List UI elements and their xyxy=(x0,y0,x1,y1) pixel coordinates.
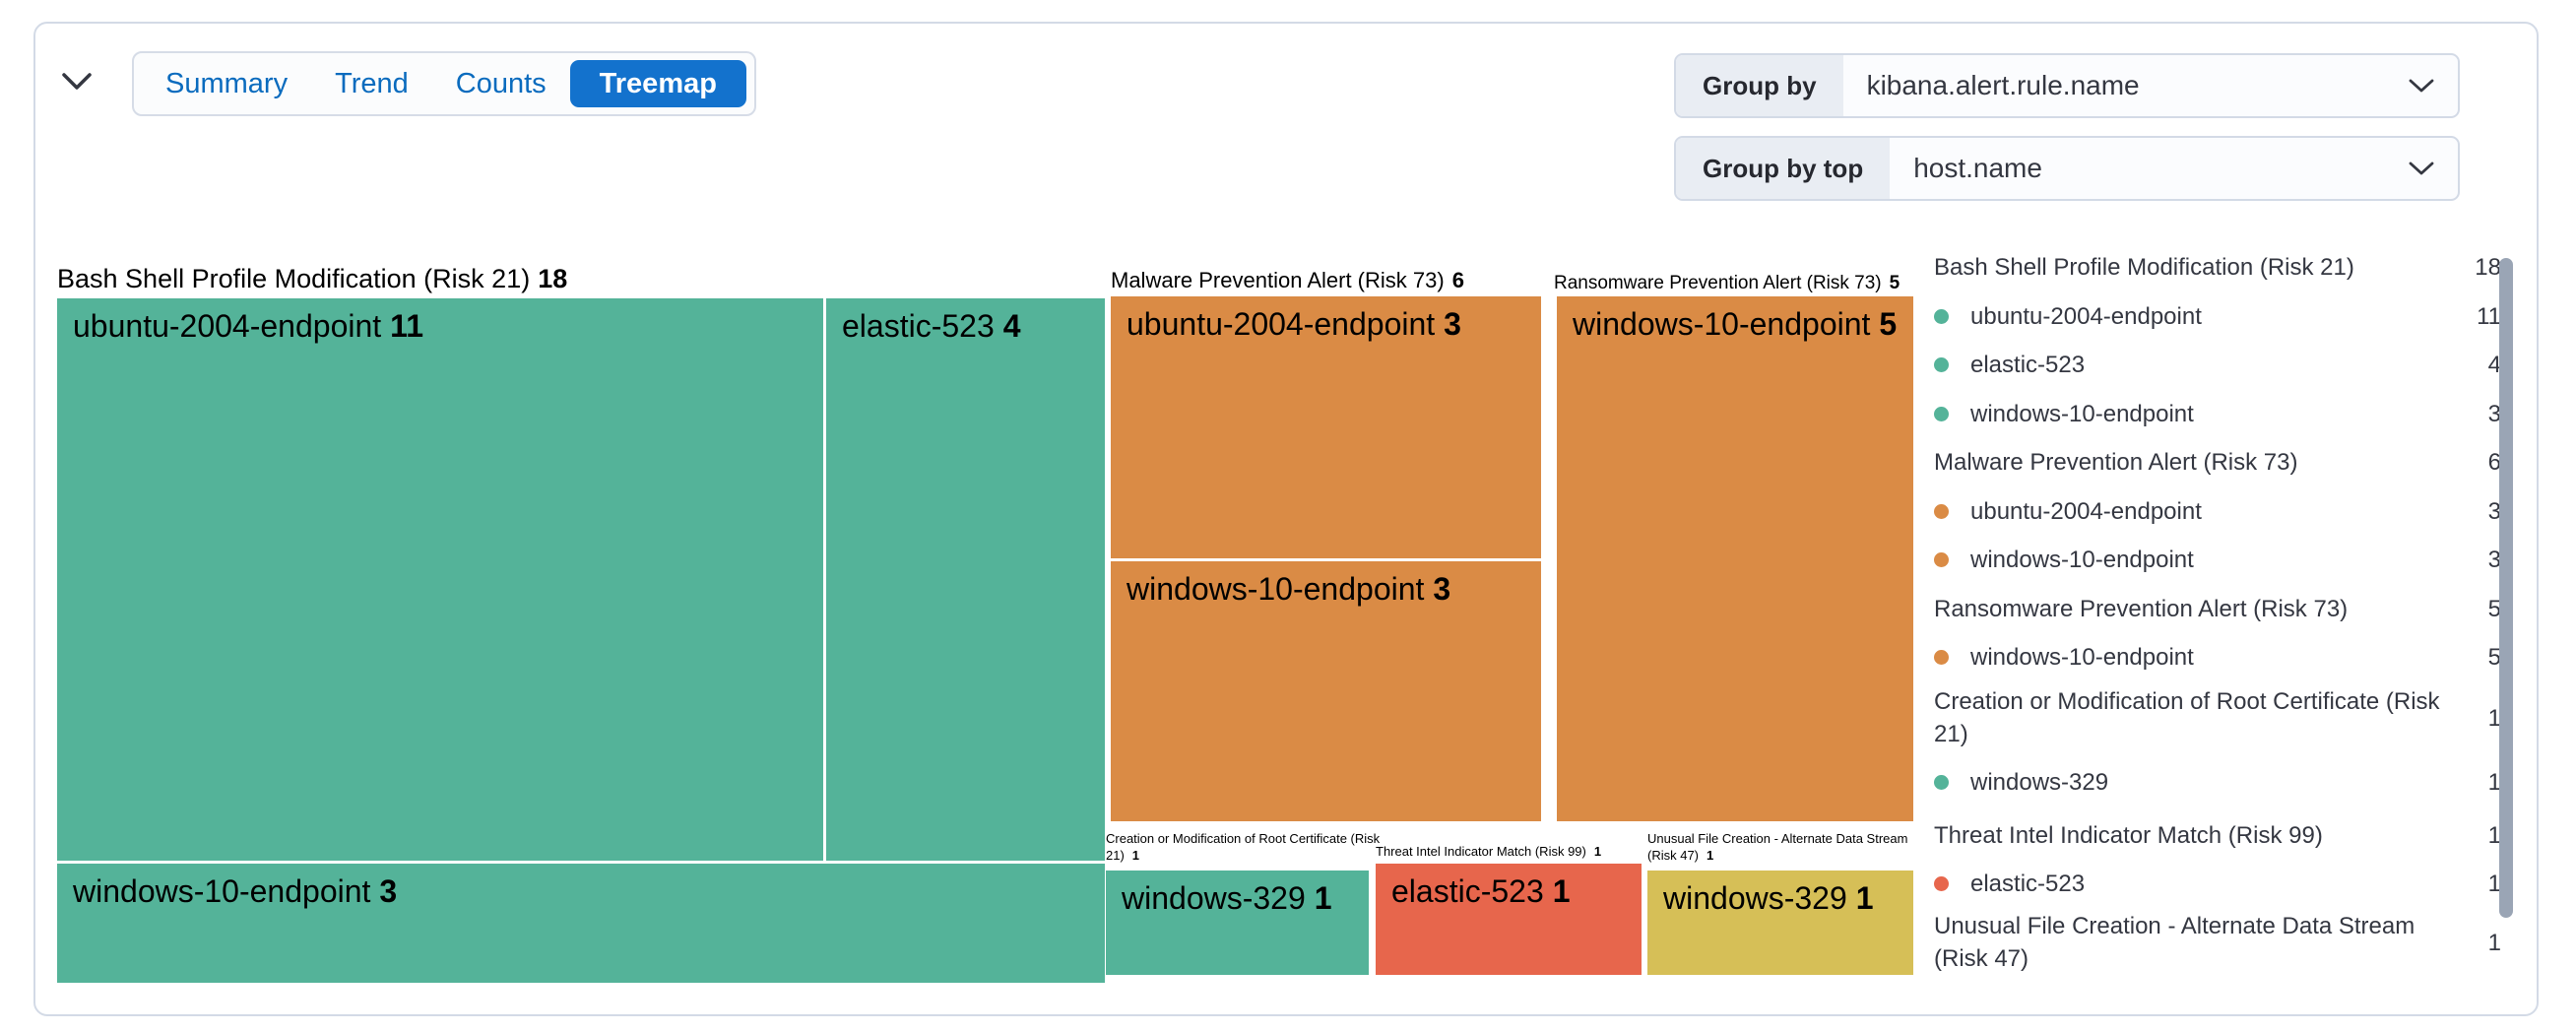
legend-item-row[interactable]: ubuntu-2004-endpoint 3 xyxy=(1934,495,2501,528)
treemap-group-header: Creation or Modification of Root Certifi… xyxy=(1106,831,1381,863)
treemap-cell[interactable]: windows-10-endpoint 5 xyxy=(1557,296,1913,821)
legend-item-row[interactable]: windows-10-endpoint 3 xyxy=(1934,398,2501,430)
legend-item-row[interactable]: ubuntu-2004-endpoint 11 xyxy=(1934,300,2501,333)
treemap-cell[interactable]: windows-329 1 xyxy=(1106,871,1369,975)
legend-header-row[interactable]: Ransomware Prevention Alert (Risk 73) 5 xyxy=(1934,596,2501,622)
legend-item-row[interactable]: windows-10-endpoint 5 xyxy=(1934,641,2501,674)
tab-treemap[interactable]: Treemap xyxy=(569,60,746,107)
treemap-cell[interactable]: elastic-523 1 xyxy=(1376,864,1642,975)
group-by-select[interactable]: Group by kibana.alert.rule.name xyxy=(1674,53,2460,118)
collapse-panel-button[interactable] xyxy=(53,61,100,104)
group-by-top-label: Group by top xyxy=(1676,138,1891,199)
treemap-cell[interactable]: windows-10-endpoint 3 xyxy=(1111,561,1541,821)
treemap-group-header: Unusual File Creation - Alternate Data S… xyxy=(1647,831,1908,863)
group-by-top-select[interactable]: Group by top host.name xyxy=(1674,136,2460,201)
legend-dot-icon xyxy=(1934,357,1949,372)
treemap-cell[interactable]: windows-10-endpoint 3 xyxy=(57,864,1105,983)
treemap-cell[interactable]: ubuntu-2004-endpoint 3 xyxy=(1111,296,1541,558)
legend-dot-icon xyxy=(1934,650,1949,665)
legend-header-row[interactable]: Creation or Modification of Root Certifi… xyxy=(1934,688,2501,747)
treemap-group-header: Ransomware Prevention Alert (Risk 73) 5 xyxy=(1554,273,1900,293)
legend-item-row[interactable]: windows-10-endpoint 3 xyxy=(1934,544,2501,576)
legend-header-row[interactable]: Unusual File Creation - Alternate Data S… xyxy=(1934,913,2501,972)
chevron-down-icon xyxy=(2409,161,2434,176)
group-by-label: Group by xyxy=(1676,55,1843,116)
treemap-group-header: Bash Shell Profile Modification (Risk 21… xyxy=(57,264,568,293)
tab-summary[interactable]: Summary xyxy=(142,53,311,114)
chevron-down-icon xyxy=(2409,79,2434,94)
legend-dot-icon xyxy=(1934,876,1949,891)
treemap-group-header: Threat Intel Indicator Match (Risk 99) 1 xyxy=(1376,844,1602,859)
chevron-down-icon xyxy=(61,72,93,95)
chart-view-tabs: Summary Trend Counts Treemap xyxy=(132,51,756,116)
legend-header-row[interactable]: Threat Intel Indicator Match (Risk 99) 1 xyxy=(1934,822,2501,849)
legend-item-row[interactable]: windows-329 1 xyxy=(1934,766,2501,799)
legend-dot-icon xyxy=(1934,552,1949,567)
legend-dot-icon xyxy=(1934,309,1949,324)
legend-dot-icon xyxy=(1934,504,1949,519)
group-by-top-value: host.name xyxy=(1913,153,2042,183)
legend-item-row[interactable]: elastic-523 4 xyxy=(1934,349,2501,381)
legend-dot-icon xyxy=(1934,407,1949,421)
treemap-cell[interactable]: elastic-523 4 xyxy=(826,298,1105,861)
treemap-cell[interactable]: windows-329 1 xyxy=(1647,871,1913,975)
legend-header-row[interactable]: Bash Shell Profile Modification (Risk 21… xyxy=(1934,254,2501,281)
treemap-group-header: Malware Prevention Alert (Risk 73) 6 xyxy=(1111,268,1464,292)
legend-header-row[interactable]: Malware Prevention Alert (Risk 73) 6 xyxy=(1934,449,2501,476)
treemap-cell[interactable]: ubuntu-2004-endpoint 11 xyxy=(57,298,823,861)
legend-dot-icon xyxy=(1934,775,1949,790)
legend-scrollbar[interactable] xyxy=(2499,258,2513,918)
legend-item-row[interactable]: elastic-523 1 xyxy=(1934,868,2501,900)
group-by-value: kibana.alert.rule.name xyxy=(1866,70,2140,100)
tab-trend[interactable]: Trend xyxy=(311,53,432,114)
tab-counts[interactable]: Counts xyxy=(432,53,570,114)
